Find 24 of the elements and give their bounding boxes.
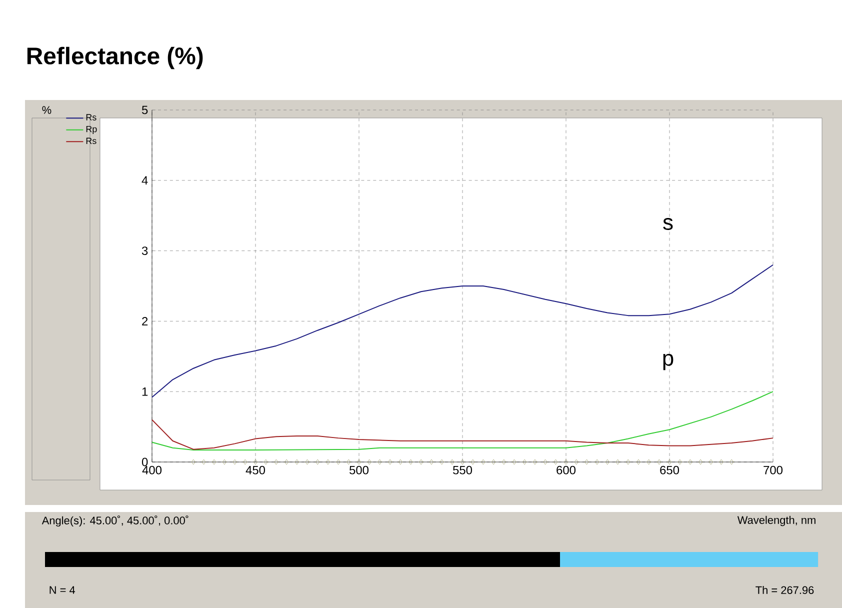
y-tick-label: 0 [142,458,148,466]
chart-title: Reflectance (%) [27,46,203,70]
x-axis-title: Wavelength, nm [737,516,816,526]
y-tick-label: 4 [142,176,148,185]
text: N = 4 [50,586,76,594]
x-tick-label: 550 [453,466,472,474]
y-tick-label: 5 [142,106,148,114]
legend-label: Rp [86,126,97,134]
x-tick-label: 400 [142,466,162,474]
annotation: s [663,218,673,230]
x-tick-label: 450 [246,466,266,474]
x-tick-label: 650 [660,466,680,474]
legend-label: Rs [86,138,96,144]
annotation: p [663,354,674,370]
text: Th = 267.96 [756,586,814,594]
y-tick-label: 1 [142,387,148,396]
x-tick-label: 700 [764,466,783,474]
x-tick-label: 500 [350,466,369,474]
y-tick-label: 2 [142,317,148,326]
y-tick-label: 3 [142,246,148,256]
text: % [42,106,52,114]
text: Angle(s): 45.00˚, 45.00˚, 0.00˚ [42,515,188,527]
x-tick-label: 600 [556,466,576,474]
legend-label: Rs [86,114,96,120]
